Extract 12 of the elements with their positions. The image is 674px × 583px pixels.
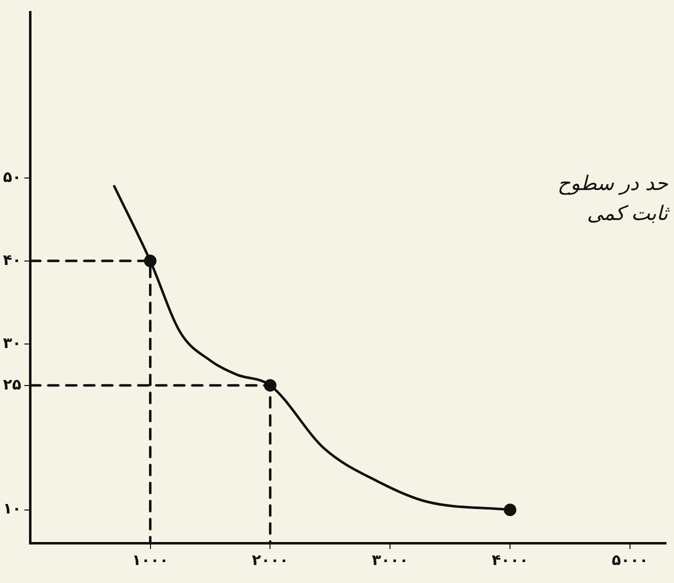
x-tick-label: ۵۰۰۰ bbox=[612, 550, 648, 569]
x-tick-label: ۱۰۰۰ bbox=[132, 550, 169, 569]
x-tick-label: ۳۰۰۰ bbox=[372, 550, 408, 569]
y-tick-label: ۱۰ bbox=[3, 500, 22, 518]
x-tick-label: ۲۰۰۰ bbox=[252, 550, 289, 569]
y-tick-label: ۴۰ bbox=[3, 250, 22, 269]
y-tick-label: ۲۵ bbox=[3, 375, 22, 394]
y-tick-label: ۳۰ bbox=[3, 334, 22, 352]
annotation: ثابت کمی bbox=[587, 201, 670, 225]
x-tick-label: ۴۰۰۰ bbox=[492, 550, 528, 569]
y-tick-label: ۵۰ bbox=[3, 168, 22, 186]
annotation: حد در سطوح bbox=[557, 171, 669, 195]
